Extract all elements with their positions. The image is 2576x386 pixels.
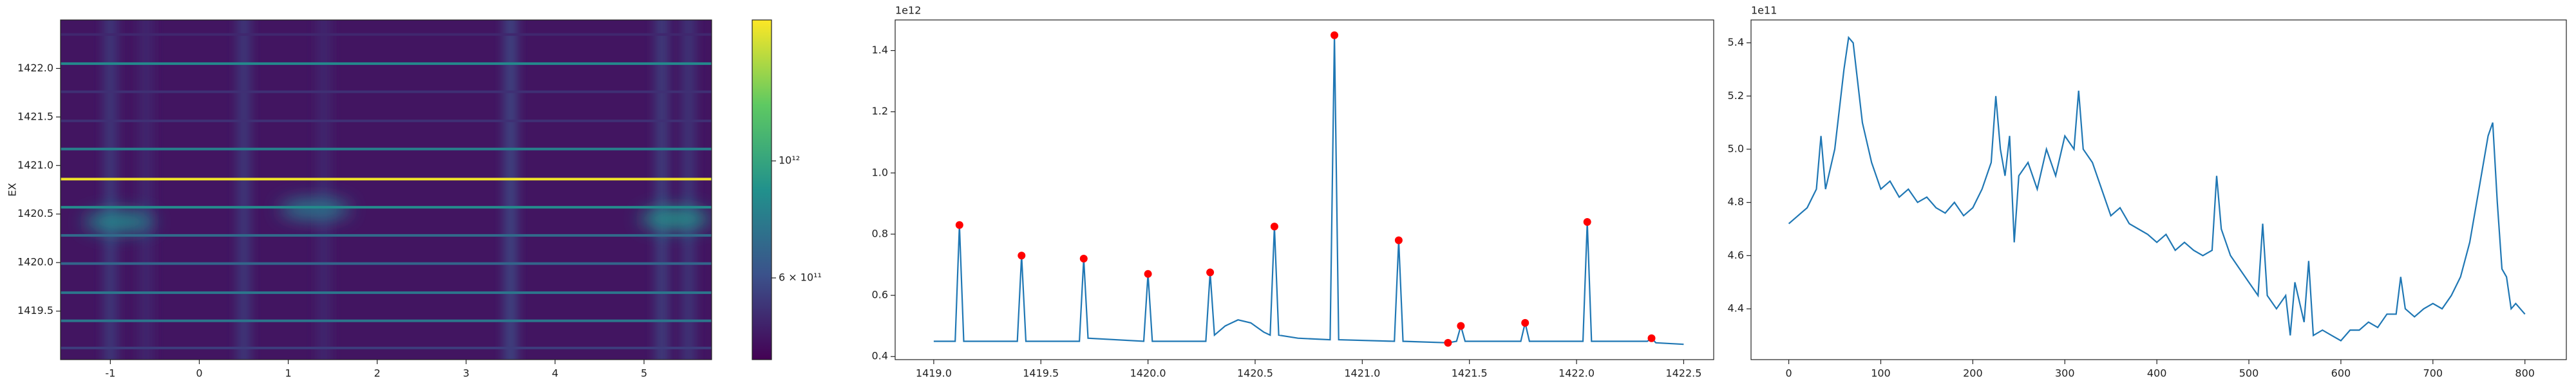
heatmap-row [61, 262, 712, 265]
heatmap-stripe [317, 20, 330, 360]
x-tick-label: 1422.5 [1665, 367, 1701, 380]
x-tick-label: 0 [1785, 367, 1792, 380]
x-tick-label: 5 [641, 367, 647, 380]
x-tick-label: 200 [1963, 367, 1983, 380]
heatmap-blob [84, 211, 155, 232]
x-tick-label: 1419.0 [916, 367, 952, 380]
peak-marker [1444, 338, 1452, 347]
y-tick-label: 1.2 [872, 105, 888, 117]
heatmap-stripe [655, 20, 668, 360]
peak-marker [1331, 31, 1339, 39]
x-tick-label: 500 [2239, 367, 2259, 380]
x-tick-label: 600 [2331, 367, 2351, 380]
x-tick-label: 1419.5 [1023, 367, 1059, 380]
data-line [1788, 35, 2526, 342]
y-tick-label: 4.4 [1728, 302, 1744, 315]
heatmap-row [61, 62, 712, 65]
peak-marker [955, 221, 963, 229]
y-tick-label: 1422.0 [17, 62, 53, 74]
peak-marker [1394, 236, 1403, 244]
y-tick-label: 1421.0 [17, 159, 53, 171]
peak-marker [1144, 270, 1152, 278]
offset-text: 1e11 [1751, 5, 1777, 17]
x-tick-label: 1420.5 [1237, 367, 1273, 380]
x-tick-label: -1 [105, 367, 115, 380]
x-tick-label: 0 [196, 367, 202, 380]
heatmap-stripe [237, 20, 251, 360]
x-tick-label: 4 [552, 367, 558, 380]
heatmap-stripe [682, 20, 696, 360]
axes-frame [60, 19, 712, 360]
y-tick-label: 1420.0 [17, 256, 53, 268]
heatmap-row [61, 147, 712, 151]
heatmap-row [61, 319, 712, 322]
peak-marker [1018, 252, 1026, 260]
heatmap-row [61, 206, 712, 209]
y-tick-label: 1.0 [872, 166, 888, 178]
heatmap-stripe [504, 20, 517, 360]
x-tick-label: 3 [463, 367, 469, 380]
peak-marker [1270, 223, 1278, 231]
peak-marker [1521, 318, 1530, 327]
colorbar-tick-label: 10¹² [779, 154, 800, 167]
x-tick-label: 300 [2055, 367, 2075, 380]
x-tick-label: 100 [1871, 367, 1891, 380]
y-tick-label: 5.4 [1728, 36, 1744, 48]
y-tick-label: 1420.5 [17, 207, 53, 219]
x-tick-label: 1420.0 [1130, 367, 1166, 380]
axes-frame [895, 19, 1714, 360]
x-tick-label: 400 [2147, 367, 2167, 380]
y-tick-label: 1421.5 [17, 110, 53, 122]
x-tick-label: 1421.5 [1452, 367, 1488, 380]
heatmap-image [61, 20, 712, 360]
data-line [933, 35, 1684, 345]
heatmap-row [61, 346, 712, 349]
heatmap-row [61, 90, 712, 93]
y-tick-label: 0.4 [872, 350, 888, 362]
y-tick-label: 1419.5 [17, 304, 53, 317]
peak-marker [1206, 268, 1215, 277]
colorbar [752, 20, 772, 360]
heatmap-background [61, 20, 712, 360]
x-tick-label: 800 [2515, 367, 2535, 380]
x-tick-label: 700 [2423, 367, 2443, 380]
heatmap-row [61, 33, 712, 36]
heatmap-row [61, 178, 712, 181]
y-tick-label: 4.8 [1728, 196, 1744, 208]
peak-marker [1457, 322, 1465, 330]
heatmap-stripe [139, 20, 153, 360]
heatmap-blob [639, 208, 711, 230]
y-axis-label: EX [6, 183, 19, 196]
colorbar-tick-label: 6 × 10¹¹ [779, 271, 822, 283]
peak-marker [1079, 255, 1088, 263]
axes-frame [1750, 19, 2567, 360]
y-tick-label: 0.6 [872, 289, 888, 301]
colorbar-frame [752, 19, 772, 360]
heatmap-row [61, 119, 712, 122]
y-tick-label: 0.8 [872, 227, 888, 239]
peak-marker [1647, 334, 1656, 342]
y-tick-label: 5.0 [1728, 142, 1744, 154]
x-tick-label: 1422.0 [1558, 367, 1595, 380]
heatmap-blob [279, 199, 351, 220]
y-tick-label: 5.2 [1728, 89, 1744, 102]
x-tick-label: 1 [285, 367, 291, 380]
x-tick-label: 2 [374, 367, 381, 380]
heatmap-stripe [104, 20, 117, 360]
peak-marker [1583, 217, 1591, 226]
y-tick-label: 4.6 [1728, 249, 1744, 261]
x-tick-label: 1421.0 [1344, 367, 1380, 380]
heatmap-row [61, 234, 712, 237]
offset-text: 1e12 [895, 5, 921, 17]
heatmap-row [61, 291, 712, 294]
y-tick-label: 1.4 [872, 44, 888, 56]
